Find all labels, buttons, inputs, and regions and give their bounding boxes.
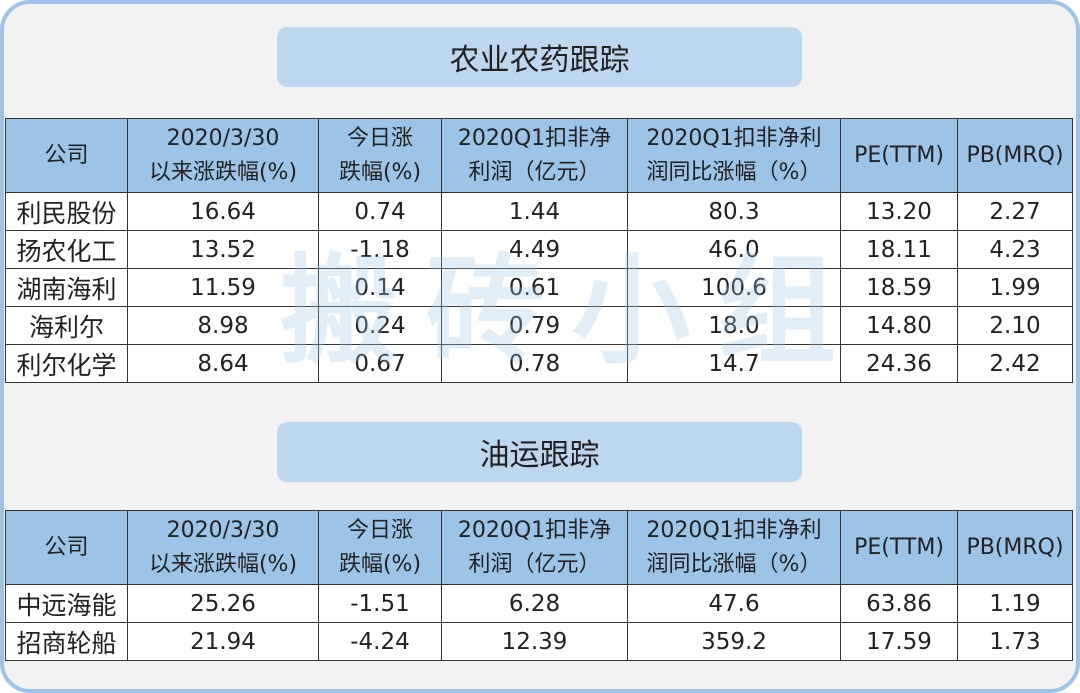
column-header: PE(TTM) [840,510,958,585]
value-cell: 0.79 [441,306,628,345]
column-header-line: 2020/3/30 [166,517,280,543]
column-header-line: 2020Q1扣非净利 [646,125,822,151]
value-cell: 13.20 [840,192,958,231]
value-cell: 18.59 [840,268,958,307]
table-row: 扬农化工 13.52 -1.18 4.49 46.0 18.11 4.23 [5,230,1073,269]
value-cell: 2.10 [957,306,1073,345]
column-header-line: PE(TTM) [854,534,944,560]
column-header-line: 公司 [44,142,89,168]
value-cell: 46.0 [627,230,841,269]
column-header-line: 以来涨跌幅(%) [148,159,298,185]
value-cell: 80.3 [627,192,841,231]
column-header-line: 2020/3/30 [166,125,280,151]
company-cell: 利民股份 [5,192,128,231]
column-header-line: 2020Q1扣非净 [457,125,612,151]
value-cell: 1.99 [957,268,1073,307]
column-header-line: 今日涨 [346,517,413,543]
value-cell: 0.67 [318,344,442,383]
value-cell: 1.44 [441,192,628,231]
column-header: PB(MRQ) [957,118,1073,193]
table-row: 海利尔 8.98 0.24 0.79 18.0 14.80 2.10 [5,306,1073,345]
table-row: 中远海能 25.26 -1.51 6.28 47.6 63.86 1.19 [5,584,1073,623]
column-header: 2020Q1扣非净利 润同比涨幅（%） [627,510,841,585]
column-header: PE(TTM) [840,118,958,193]
column-header-line: 跌幅(%) [338,159,422,185]
value-cell: 16.64 [127,192,319,231]
column-header-line: 今日涨 [346,125,413,151]
column-header-line: 利润（亿元） [468,159,601,185]
value-cell: 0.24 [318,306,442,345]
value-cell: 25.26 [127,584,319,623]
value-cell: 63.86 [840,584,958,623]
company-cell: 湖南海利 [5,268,128,307]
column-header-line: PB(MRQ) [966,142,1064,168]
column-header: 公司 [5,510,128,585]
value-cell: 0.78 [441,344,628,383]
column-header-line: 利润（亿元） [468,551,601,577]
value-cell: 18.11 [840,230,958,269]
table-row: 招商轮船 21.94 -4.24 12.39 359.2 17.59 1.73 [5,622,1073,661]
value-cell: 8.64 [127,344,319,383]
column-header: 2020Q1扣非净 利润（亿元） [441,510,628,585]
table-row: 利尔化学 8.64 0.67 0.78 14.7 24.36 2.42 [5,344,1073,383]
column-header-line: 公司 [44,534,89,560]
value-cell: 11.59 [127,268,319,307]
section-title: 油运跟踪 [277,422,802,482]
column-header: 2020Q1扣非净利 润同比涨幅（%） [627,118,841,193]
table-row: 利民股份 16.64 0.74 1.44 80.3 13.20 2.27 [5,192,1073,231]
section-title: 农业农药跟踪 [277,27,802,87]
value-cell: 2.42 [957,344,1073,383]
company-cell: 中远海能 [5,584,128,623]
column-header-line: 以来涨跌幅(%) [148,551,298,577]
value-cell: 24.36 [840,344,958,383]
value-cell: 47.6 [627,584,841,623]
column-header: 2020Q1扣非净 利润（亿元） [441,118,628,193]
value-cell: 6.28 [441,584,628,623]
column-header: 今日涨跌幅(%) [318,510,442,585]
value-cell: 1.19 [957,584,1073,623]
header-row: 公司 2020/3/30 以来涨跌幅(%) 今日涨 跌幅(%) 2020Q1扣非净 利润（亿… [5,118,1073,193]
column-header: 今日涨跌幅(%) [318,118,442,193]
column-header-line: 2020Q1扣非净利 [646,517,822,543]
column-header: 2020/3/30 以来涨跌幅(%) [127,118,319,193]
value-cell: 13.52 [127,230,319,269]
value-cell: 18.0 [627,306,841,345]
value-cell: 17.59 [840,622,958,661]
value-cell: 1.73 [957,622,1073,661]
value-cell: 100.6 [627,268,841,307]
column-header: 2020/3/30 以来涨跌幅(%) [127,510,319,585]
value-cell: -1.18 [318,230,442,269]
value-cell: 4.23 [957,230,1073,269]
value-cell: 0.14 [318,268,442,307]
value-cell: -4.24 [318,622,442,661]
column-header: 公司 [5,118,128,193]
value-cell: 0.61 [441,268,628,307]
value-cell: -1.51 [318,584,442,623]
value-cell: 2.27 [957,192,1073,231]
value-cell: 0.74 [318,192,442,231]
column-header-line: 润同比涨幅（%） [646,551,822,577]
value-cell: 4.49 [441,230,628,269]
value-cell: 8.98 [127,306,319,345]
value-cell: 14.7 [627,344,841,383]
column-header-line: 跌幅(%) [338,551,422,577]
company-cell: 扬农化工 [5,230,128,269]
company-cell: 海利尔 [5,306,128,345]
column-header-line: 润同比涨幅（%） [646,159,822,185]
header-row: 公司 2020/3/30 以来涨跌幅(%) 今日涨 跌幅(%) 2020Q1扣非净 利润（亿… [5,510,1073,585]
column-header: PB(MRQ) [957,510,1073,585]
value-cell: 21.94 [127,622,319,661]
data-table: 公司 2020/3/30 以来涨跌幅(%) 今日涨 跌幅(%) 2020Q1扣非净 利润（亿… [5,118,1073,383]
value-cell: 12.39 [441,622,628,661]
value-cell: 14.80 [840,306,958,345]
table-row: 湖南海利 11.59 0.14 0.61 100.6 18.59 1.99 [5,268,1073,307]
column-header-line: PB(MRQ) [966,534,1064,560]
value-cell: 359.2 [627,622,841,661]
column-header-line: 2020Q1扣非净 [457,517,612,543]
column-header-line: PE(TTM) [854,142,944,168]
company-cell: 利尔化学 [5,344,128,383]
company-cell: 招商轮船 [5,622,128,661]
data-table: 公司 2020/3/30 以来涨跌幅(%) 今日涨 跌幅(%) 2020Q1扣非净 利润（亿… [5,510,1073,661]
